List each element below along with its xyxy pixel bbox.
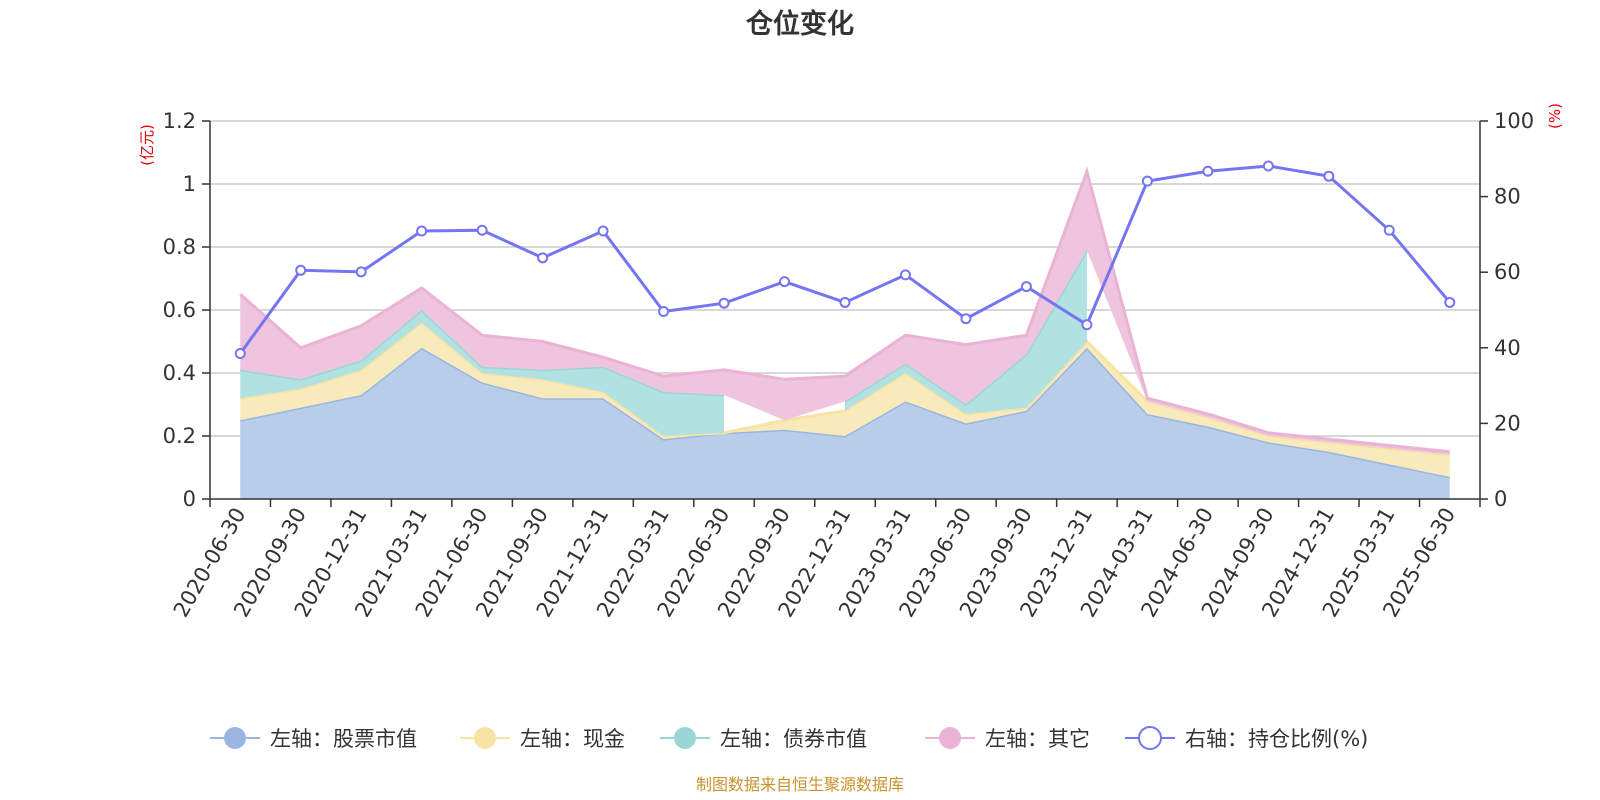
area-0 bbox=[240, 347, 1450, 499]
holding-ratio-point bbox=[839, 296, 851, 308]
holding-ratio-point bbox=[416, 225, 428, 237]
left-tick-label: 0.6 bbox=[163, 298, 196, 322]
legend-marker bbox=[674, 727, 696, 749]
holding-ratio-point bbox=[960, 313, 972, 325]
area-2 bbox=[240, 310, 725, 436]
holding-ratio-point bbox=[1020, 281, 1032, 293]
holding-ratio-point bbox=[718, 297, 730, 309]
holding-ratio-point bbox=[355, 266, 367, 278]
holding-ratio-point bbox=[1323, 170, 1335, 182]
holding-ratio-point bbox=[1141, 175, 1153, 187]
holding-ratio-point bbox=[899, 269, 911, 281]
holding-ratio-point bbox=[476, 224, 488, 236]
area-series bbox=[239, 166, 1451, 499]
right-axis-unit: (%) bbox=[1546, 103, 1564, 129]
holding-ratio-point bbox=[1383, 224, 1395, 236]
legend-marker bbox=[224, 727, 246, 749]
area-2 bbox=[845, 250, 1087, 414]
legend-label: 左轴：股票市值 bbox=[270, 727, 417, 751]
right-tick-label: 80 bbox=[1494, 185, 1521, 209]
left-tick-label: 0.4 bbox=[163, 361, 196, 385]
left-tick-label: 0.2 bbox=[163, 424, 196, 448]
left-tick-label: 0.8 bbox=[163, 235, 196, 259]
legend-item-1: 左轴：现金 bbox=[460, 727, 625, 751]
legend-item-2: 左轴：债券市值 bbox=[660, 727, 867, 751]
legend: 左轴：股票市值 左轴：现金 左轴：债券市值 左轴：其它 右轴：持仓比例(%) bbox=[210, 726, 1368, 751]
legend-item-0: 左轴：股票市值 bbox=[210, 727, 417, 751]
left-tick-label: 1 bbox=[183, 172, 196, 196]
holding-ratio-point bbox=[1081, 319, 1093, 331]
right-tick-label: 20 bbox=[1494, 411, 1521, 435]
left-axis-unit: (亿元) bbox=[138, 124, 156, 166]
holding-ratio-point bbox=[1202, 165, 1214, 177]
legend-marker bbox=[474, 727, 496, 749]
left-tick-label: 0 bbox=[183, 487, 196, 511]
area-edge-3 bbox=[239, 166, 1450, 454]
holding-ratio-point bbox=[537, 252, 549, 264]
chart-title: 仓位变化 bbox=[745, 8, 854, 40]
holding-ratio-point bbox=[1262, 160, 1274, 172]
legend-marker bbox=[1138, 726, 1162, 750]
holding-ratio-point bbox=[597, 225, 609, 237]
left-tick-label: 1.2 bbox=[163, 109, 196, 133]
holding-ratio-point bbox=[234, 347, 246, 359]
legend-item-3: 左轴：其它 bbox=[925, 727, 1090, 751]
area-3 bbox=[240, 171, 1450, 455]
legend-marker bbox=[939, 727, 961, 749]
right-tick-label: 60 bbox=[1494, 260, 1521, 284]
right-tick-label: 0 bbox=[1494, 487, 1507, 511]
holding-ratio-point bbox=[295, 264, 307, 276]
legend-label: 左轴：现金 bbox=[520, 727, 625, 751]
legend-label: 左轴：其它 bbox=[985, 727, 1090, 751]
legend-item-4: 右轴：持仓比例(%) bbox=[1125, 726, 1368, 751]
holding-ratio-point bbox=[1444, 296, 1456, 308]
line-series bbox=[234, 160, 1456, 359]
source-note: 制图数据来自恒生聚源数据库 bbox=[696, 775, 904, 794]
right-tick-label: 40 bbox=[1494, 336, 1521, 360]
right-tick-label: 100 bbox=[1494, 109, 1534, 133]
holding-ratio-point bbox=[779, 276, 791, 288]
legend-label: 左轴：债券市值 bbox=[720, 727, 867, 751]
legend-label: 右轴：持仓比例(%) bbox=[1185, 727, 1368, 751]
holding-ratio-point bbox=[658, 306, 670, 318]
